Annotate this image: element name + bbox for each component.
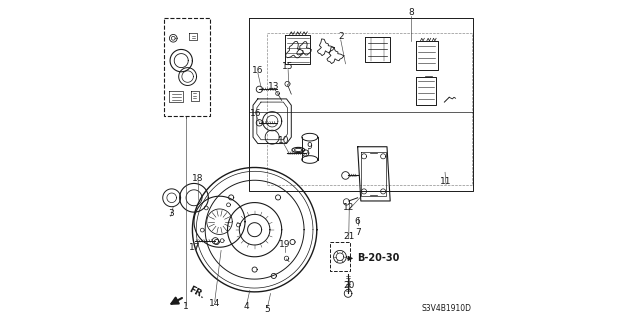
Text: 13: 13 (268, 82, 280, 91)
Text: 21: 21 (343, 232, 355, 241)
Text: 15: 15 (282, 63, 294, 71)
Text: 2: 2 (338, 32, 344, 41)
Text: 20: 20 (343, 281, 355, 290)
Text: B-20-30: B-20-30 (357, 253, 399, 263)
Text: 7: 7 (355, 228, 360, 237)
Text: 17: 17 (189, 243, 201, 252)
Text: 5: 5 (264, 305, 270, 314)
Text: 4: 4 (244, 302, 250, 311)
Text: 10: 10 (278, 136, 289, 145)
Text: 6: 6 (355, 217, 360, 226)
Text: FR.: FR. (188, 285, 207, 301)
Text: 1: 1 (183, 302, 189, 311)
Text: 9: 9 (306, 142, 312, 151)
Text: 8: 8 (408, 8, 414, 17)
Text: 16: 16 (252, 66, 264, 75)
Text: 16: 16 (250, 109, 262, 118)
Text: 14: 14 (209, 299, 220, 308)
Text: 3: 3 (168, 209, 173, 218)
Text: 18: 18 (193, 174, 204, 183)
Bar (164, 18, 210, 116)
Bar (330, 242, 350, 271)
Text: S3V4B1910D: S3V4B1910D (422, 304, 472, 313)
Text: 11: 11 (440, 177, 452, 186)
Text: 12: 12 (343, 203, 355, 212)
Text: 19: 19 (279, 240, 291, 249)
